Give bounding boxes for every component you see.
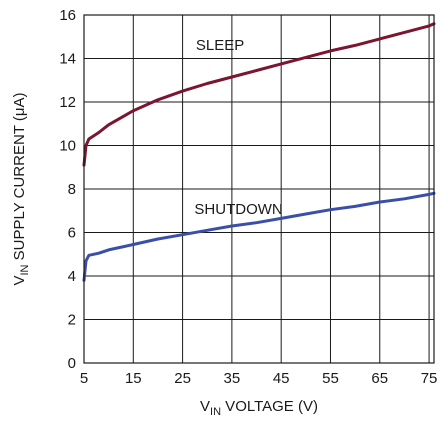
y-tick-label: 8 (68, 181, 76, 198)
x-axis-title-main: V (200, 398, 210, 415)
series-line-sleep (82, 22, 436, 167)
y-tick-label: 4 (68, 268, 76, 285)
x-axis-title-sub: IN (210, 406, 221, 418)
y-tick-label: 10 (59, 138, 76, 155)
x-tick-label: 55 (322, 370, 339, 387)
x-axis-title-rest: VOLTAGE (V) (221, 398, 318, 415)
y-tick-label: 16 (59, 7, 76, 24)
y-tick-label: 6 (68, 225, 76, 242)
x-axis-title: VIN VOLTAGE (V) (200, 398, 318, 418)
x-tick-label: 75 (421, 370, 438, 387)
x-tick-label: 5 (80, 370, 88, 387)
y-tick-label: 2 (68, 312, 76, 329)
y-axis-title-sub: IN (19, 264, 31, 275)
series-layer (82, 22, 436, 282)
x-tick-label: 45 (273, 370, 290, 387)
plot-frame (83, 14, 435, 364)
y-tick-label: 0 (68, 355, 76, 372)
x-tick-label: 25 (174, 370, 191, 387)
x-tick-label: 35 (224, 370, 241, 387)
x-tick-labels: 5 15 25 35 45 55 65 75 (80, 370, 438, 387)
y-tick-labels: 0 2 4 6 8 10 12 14 16 (59, 7, 76, 372)
x-tick-label: 65 (371, 370, 388, 387)
y-axis-title-main: V (11, 276, 28, 286)
y-tick-label: 12 (59, 94, 76, 111)
series-line-shutdown (82, 191, 436, 282)
series-label-sleep: SLEEP (196, 37, 244, 54)
grid (83, 14, 434, 364)
y-tick-label: 14 (59, 51, 76, 68)
x-tick-label: 15 (125, 370, 142, 387)
y-axis-title-rest: SUPPLY CURRENT (μA) (11, 92, 28, 264)
series-label-shutdown: SHUTDOWN (194, 201, 282, 218)
y-axis-title: VIN SUPPLY CURRENT (μA) (11, 92, 31, 285)
